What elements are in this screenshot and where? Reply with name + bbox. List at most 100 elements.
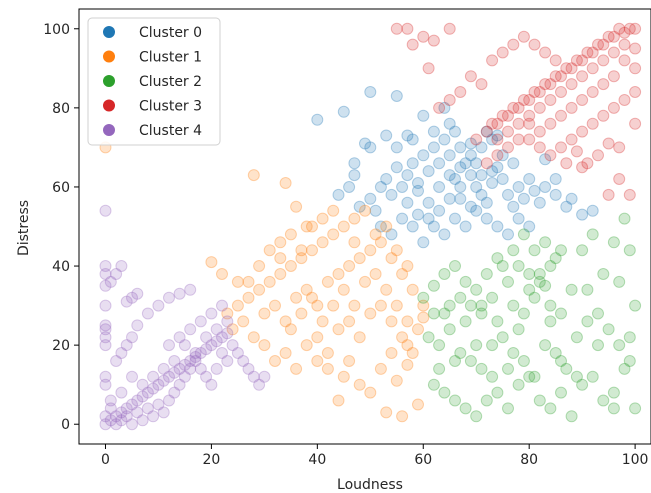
data-point xyxy=(210,362,223,375)
y-tick-label: 40 xyxy=(52,259,70,275)
data-point xyxy=(623,22,636,35)
data-point xyxy=(427,34,440,47)
data-point xyxy=(390,22,403,35)
data-point xyxy=(517,30,530,43)
data-point xyxy=(184,323,197,336)
data-point xyxy=(279,315,292,328)
data-point xyxy=(449,125,461,138)
data-point xyxy=(131,319,144,332)
data-point xyxy=(592,339,604,352)
data-point xyxy=(406,220,419,233)
data-point xyxy=(374,181,387,193)
data-point xyxy=(290,200,303,213)
data-point xyxy=(417,311,430,324)
data-point xyxy=(422,196,435,209)
data-point xyxy=(247,169,260,182)
y-tick-label: 100 xyxy=(43,22,70,38)
data-point xyxy=(623,331,636,344)
data-point xyxy=(433,157,446,170)
data-point xyxy=(438,133,451,146)
data-point xyxy=(602,137,615,150)
data-point xyxy=(586,62,599,75)
data-point xyxy=(369,228,382,241)
data-point xyxy=(353,252,366,265)
data-point xyxy=(486,339,499,352)
data-point xyxy=(607,46,620,59)
data-point xyxy=(607,402,620,415)
data-point xyxy=(131,394,144,407)
data-point xyxy=(433,339,446,352)
data-point xyxy=(396,331,409,344)
data-point xyxy=(528,244,541,257)
data-point xyxy=(136,414,149,427)
data-point xyxy=(332,394,345,407)
data-point xyxy=(565,62,578,75)
data-point xyxy=(178,370,191,383)
data-point xyxy=(231,275,244,288)
data-point xyxy=(205,378,218,391)
data-point xyxy=(427,141,440,154)
data-point xyxy=(401,22,414,35)
data-point xyxy=(443,22,456,35)
data-point xyxy=(618,362,631,375)
data-point xyxy=(390,161,403,174)
data-point xyxy=(263,275,276,288)
data-point xyxy=(427,378,440,391)
data-point xyxy=(306,244,318,257)
data-point xyxy=(210,323,223,336)
data-point xyxy=(544,315,557,328)
data-point xyxy=(454,161,467,174)
data-point xyxy=(284,228,297,241)
data-point xyxy=(523,283,536,296)
data-point xyxy=(565,192,578,205)
data-point xyxy=(110,268,123,280)
data-point xyxy=(555,386,567,399)
data-point xyxy=(480,394,493,407)
data-point xyxy=(512,260,525,272)
x-axis: 0 20 40 60 80 100 xyxy=(101,444,648,468)
data-point xyxy=(454,141,467,154)
data-point xyxy=(565,133,578,146)
data-point xyxy=(464,70,477,83)
data-point xyxy=(539,46,552,59)
data-point xyxy=(396,268,409,280)
data-point xyxy=(348,299,361,312)
data-point xyxy=(618,212,631,225)
y-tick-label: 60 xyxy=(52,180,70,196)
data-point xyxy=(364,244,377,257)
data-point xyxy=(99,339,112,352)
data-point xyxy=(337,370,350,383)
data-point xyxy=(99,260,112,272)
data-point xyxy=(433,181,446,193)
data-point xyxy=(390,244,403,257)
data-point xyxy=(369,268,382,280)
data-point xyxy=(327,299,340,312)
data-point xyxy=(454,192,467,205)
data-point xyxy=(284,323,297,336)
data-point xyxy=(502,275,514,288)
data-point xyxy=(120,295,133,308)
data-point xyxy=(533,196,546,209)
data-point xyxy=(539,279,552,292)
data-point xyxy=(99,378,112,391)
data-point xyxy=(343,260,356,272)
data-point xyxy=(353,378,366,391)
data-point xyxy=(443,299,456,312)
data-point xyxy=(539,181,552,193)
data-point xyxy=(528,291,541,304)
series-cluster-4 xyxy=(99,204,271,431)
data-point xyxy=(491,117,504,130)
data-point xyxy=(216,268,228,280)
data-point xyxy=(396,410,409,423)
data-point xyxy=(480,125,493,138)
data-point xyxy=(152,398,165,411)
data-point xyxy=(269,299,281,312)
series-cluster-2 xyxy=(417,212,642,423)
data-point xyxy=(560,200,573,213)
data-point xyxy=(300,283,313,296)
x-tick-label: 60 xyxy=(414,452,432,468)
data-point xyxy=(401,196,414,209)
data-point xyxy=(618,38,631,51)
data-point xyxy=(401,169,414,182)
data-point xyxy=(502,109,514,122)
